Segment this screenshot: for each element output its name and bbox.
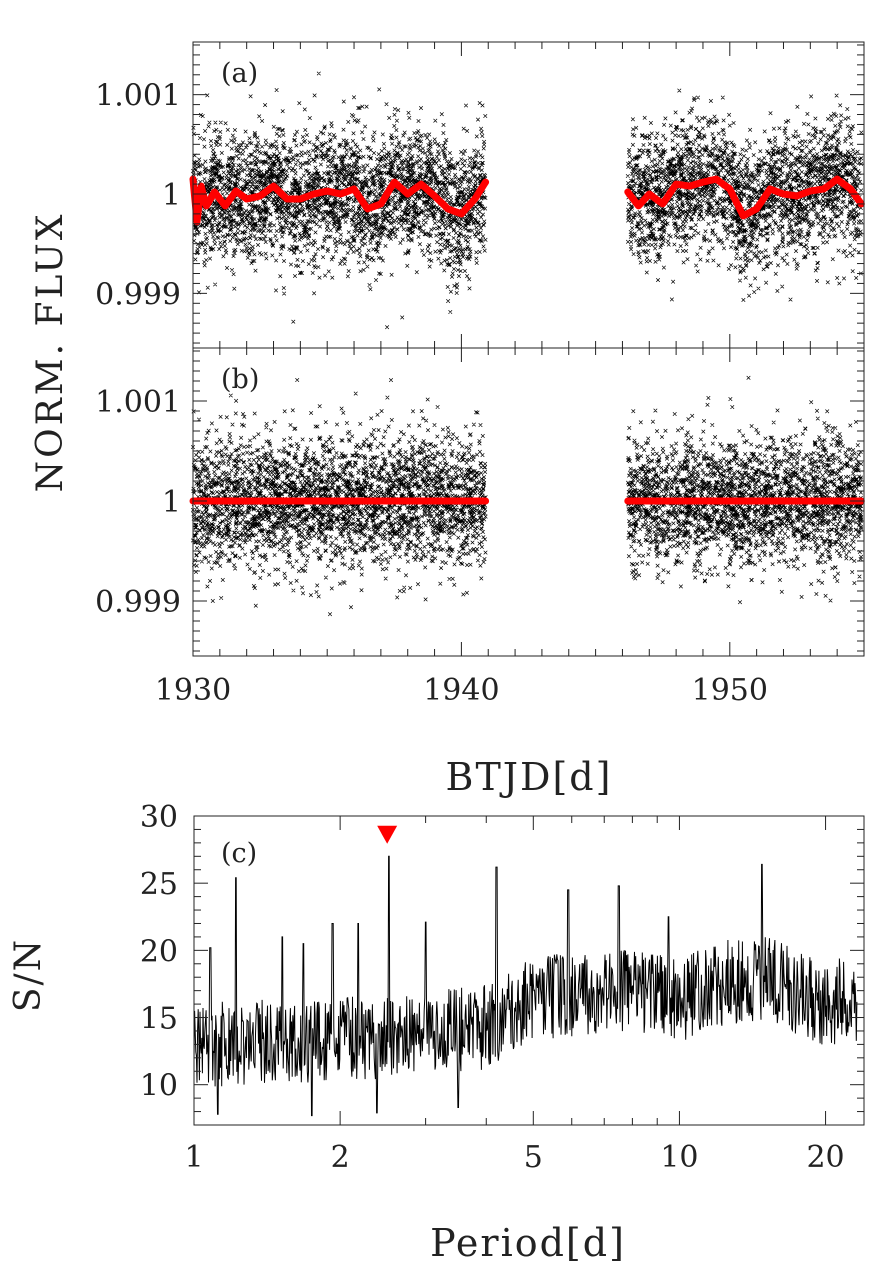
panel-b: 0.999 1 1.001 1930 1940 1950 (b) xyxy=(95,347,865,708)
panel-b-label: (b) xyxy=(221,364,259,395)
y-tick-label: 1.001 xyxy=(95,79,181,114)
panel-c-frame xyxy=(193,815,865,1126)
btjd-axis-label: BTJD[d] xyxy=(446,755,613,799)
x-tick-label: 5 xyxy=(524,1140,543,1175)
x-tick-label: 20 xyxy=(806,1140,844,1175)
panel-c-sn-line xyxy=(193,855,858,1117)
panel-b-ticks: 0.999 1 1.001 1930 1940 1950 xyxy=(95,348,865,708)
y-tick-label: 0.999 xyxy=(95,277,181,312)
flux-axis-label: NORM. FLUX xyxy=(30,212,71,493)
panel-a-ticks: 0.999 1 1.001 xyxy=(95,42,865,348)
x-tick-label: 1 xyxy=(184,1140,203,1175)
panel-a-trend-line xyxy=(189,175,865,226)
x-tick-label: 2 xyxy=(331,1140,350,1175)
y-tick-label: 30 xyxy=(140,800,178,835)
y-tick-label: 25 xyxy=(140,867,178,902)
panel-b-data-points xyxy=(190,375,864,617)
panel-c-label: (c) xyxy=(221,838,257,869)
y-tick-label: 15 xyxy=(140,1002,178,1037)
y-tick-label: 1.001 xyxy=(95,385,181,420)
period-axis-label: Period[d] xyxy=(430,1221,626,1265)
peak-marker-triangle xyxy=(377,825,398,844)
panel-b-frame xyxy=(192,347,865,657)
y-tick-label: 1 xyxy=(162,178,181,213)
sn-axis-label: S/N xyxy=(8,938,49,1012)
y-tick-label: 0.999 xyxy=(95,585,181,620)
panel-a-label: (a) xyxy=(221,58,258,89)
data-point-markers xyxy=(190,375,864,617)
y-tick-label: 10 xyxy=(140,1069,178,1104)
y-tick-label: 1 xyxy=(162,485,181,520)
x-tick-label: 1950 xyxy=(692,673,768,708)
panel-a: 0.999 1 1.001 (a) xyxy=(95,41,865,349)
y-tick-label: 20 xyxy=(140,934,178,969)
x-tick-label: 10 xyxy=(660,1140,698,1175)
x-tick-label: 1930 xyxy=(155,673,231,708)
x-tick-label: 1940 xyxy=(423,673,499,708)
